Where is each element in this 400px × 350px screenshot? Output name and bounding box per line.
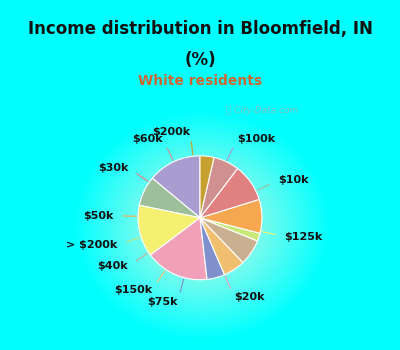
Wedge shape	[200, 218, 243, 275]
Text: $125k: $125k	[285, 232, 323, 242]
Wedge shape	[200, 218, 258, 262]
Text: (%): (%)	[184, 51, 216, 69]
Wedge shape	[138, 205, 200, 255]
Text: $10k: $10k	[278, 175, 309, 185]
Wedge shape	[200, 199, 262, 233]
Wedge shape	[200, 218, 224, 279]
Text: $150k: $150k	[114, 285, 152, 295]
Wedge shape	[139, 178, 200, 218]
Wedge shape	[200, 218, 260, 241]
Text: $200k: $200k	[152, 127, 190, 136]
Text: $30k: $30k	[98, 163, 129, 173]
Text: $100k: $100k	[237, 134, 275, 144]
Wedge shape	[150, 218, 207, 280]
Wedge shape	[200, 158, 238, 218]
Text: $75k: $75k	[147, 297, 178, 307]
Text: Income distribution in Bloomfield, IN: Income distribution in Bloomfield, IN	[28, 20, 372, 37]
Text: $60k: $60k	[132, 134, 163, 144]
Text: > $200k: > $200k	[66, 240, 118, 250]
Text: $20k: $20k	[234, 293, 265, 302]
Wedge shape	[200, 156, 214, 218]
Text: $50k: $50k	[83, 211, 113, 221]
Wedge shape	[200, 168, 259, 218]
Text: $40k: $40k	[98, 261, 128, 271]
Text: White residents: White residents	[138, 74, 262, 88]
Text: ⓘ City-Data.com: ⓘ City-Data.com	[226, 106, 298, 115]
Wedge shape	[152, 156, 200, 218]
